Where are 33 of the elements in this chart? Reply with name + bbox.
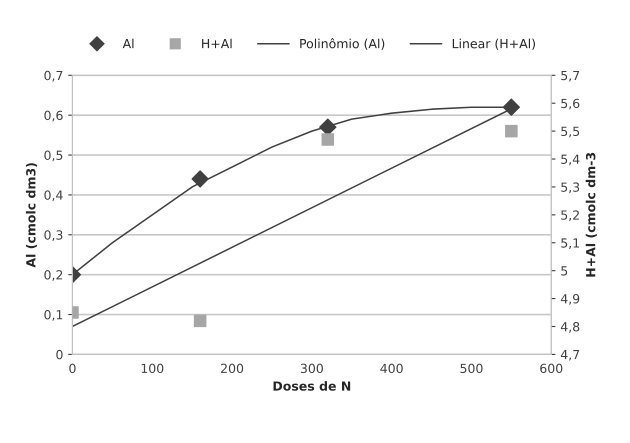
- x-tick-label: 300: [300, 364, 323, 374]
- y2-tick-label: 4,9: [560, 294, 580, 305]
- legend-label: Linear (H+Al): [452, 38, 535, 50]
- x-tick-label: 400: [380, 364, 403, 374]
- y2-tick-label: 5,2: [561, 210, 579, 222]
- y-tick-label: 0,2: [44, 270, 62, 281]
- y2-tick-label: 5: [561, 266, 568, 276]
- legend-label: H+Al: [202, 38, 232, 48]
- y-axis-title: Al (cmolc dm3): [26, 163, 38, 268]
- y-tick-label: 0,1: [44, 310, 62, 321]
- y-tick-label: 0,3: [44, 230, 62, 241]
- legend-label: Polinômio (Al): [300, 38, 384, 50]
- y-tick-label: 0,6: [44, 110, 63, 122]
- y2-tick-label: 5,6: [561, 98, 580, 110]
- x-tick-label: 600: [540, 364, 562, 374]
- y-tick-label: 0: [56, 350, 63, 360]
- x-axis-title: Doses de N: [274, 381, 350, 391]
- y-tick-label: 0,4: [44, 190, 63, 202]
- legend-label: Al: [122, 38, 134, 48]
- y-tick-label: 0,5: [44, 150, 62, 162]
- y2-tick-label: 5,7: [561, 70, 580, 82]
- y2-tick-label: 5,1: [561, 238, 580, 249]
- y2-tick-label: 4,7: [560, 350, 580, 361]
- x-tick-label: 0: [69, 364, 76, 374]
- y-tick-label: 0,7: [44, 70, 62, 82]
- y2-tick-label: 5,3: [561, 182, 580, 194]
- x-tick-label: 500: [460, 364, 483, 374]
- y2-tick-label: 4,8: [560, 322, 580, 333]
- y2-tick-label: 5,5: [561, 126, 580, 138]
- y2-axis-title: H+Al (cmolc dm-3: [586, 152, 597, 277]
- x-tick-label: 100: [142, 364, 164, 374]
- y2-tick-label: 5,4: [561, 154, 580, 166]
- x-tick-label: 200: [221, 364, 244, 374]
